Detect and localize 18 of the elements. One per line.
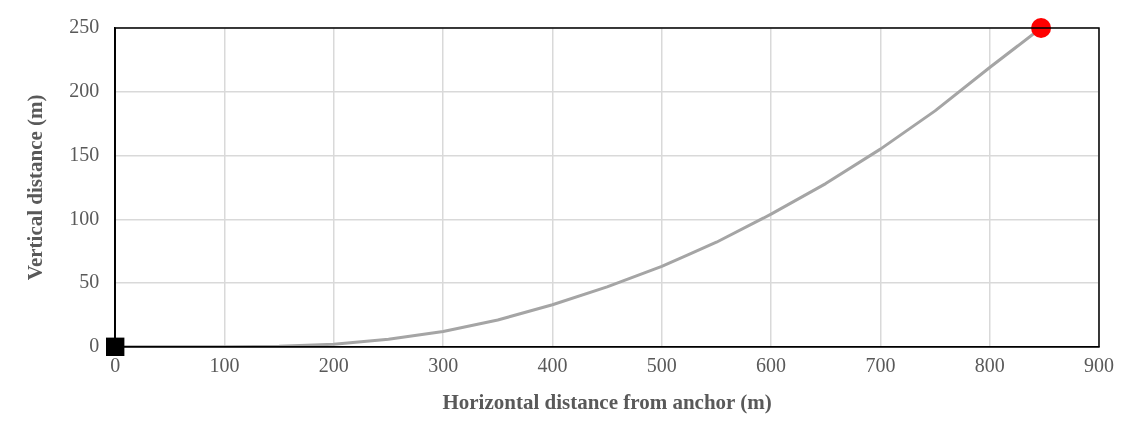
x-tick-label: 400 xyxy=(537,354,568,377)
x-tick-label: 100 xyxy=(209,354,240,377)
x-tick-label: 700 xyxy=(865,354,896,377)
x-tick-label: 500 xyxy=(646,354,677,377)
y-tick-label: 250 xyxy=(69,15,100,38)
x-tick-label: 200 xyxy=(318,354,349,377)
y-tick-label: 100 xyxy=(69,206,100,229)
y-tick-label: 200 xyxy=(69,79,100,102)
y-tick-label: 150 xyxy=(69,142,100,165)
x-tick-label: 800 xyxy=(974,354,1005,377)
x-tick-label: 300 xyxy=(428,354,459,377)
x-tick-label: 900 xyxy=(1084,354,1114,377)
y-tick-label: 50 xyxy=(79,270,100,293)
y-tick-label: 0 xyxy=(89,334,100,357)
x-axis-title: Horizontal distance from anchor (m) xyxy=(442,389,772,414)
x-tick-label: 0 xyxy=(110,354,121,377)
y-axis-title: Vertical distance (m) xyxy=(23,94,48,281)
x-tick-label: 600 xyxy=(756,354,787,377)
